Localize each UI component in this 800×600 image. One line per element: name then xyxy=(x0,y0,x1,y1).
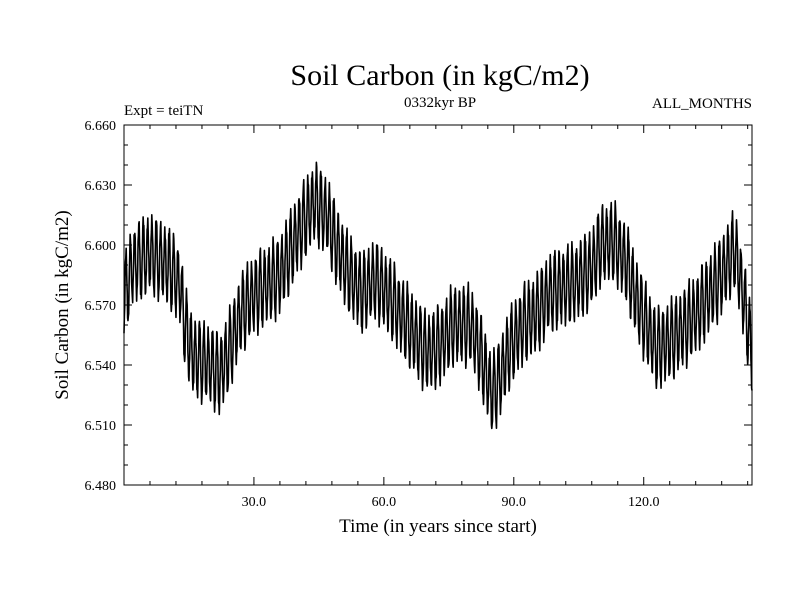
y-tick-label: 6.600 xyxy=(85,239,117,254)
series-line-soil-carbon xyxy=(123,161,753,430)
y-tick-labels: 6.480 6.510 6.540 6.570 6.600 6.630 6.660 xyxy=(85,119,117,494)
x-tick-labels: 30.0 60.0 90.0 120.0 xyxy=(242,495,660,510)
plot-area xyxy=(123,124,753,486)
chart-title: Soil Carbon (in kgC/m2) xyxy=(290,59,589,92)
y-tick-label: 6.540 xyxy=(85,359,117,374)
period-label: 0332kyr BP xyxy=(404,95,476,111)
experiment-label: Expt = teiTN xyxy=(124,103,203,119)
x-tick-label: 30.0 xyxy=(242,495,267,510)
x-tick-label: 60.0 xyxy=(372,495,397,510)
x-axis-label: Time (in years since start) xyxy=(339,516,537,537)
x-tick-label: 120.0 xyxy=(628,495,660,510)
plot-frame xyxy=(123,124,753,486)
y-tick-label: 6.510 xyxy=(85,419,117,434)
x-tick-label: 90.0 xyxy=(502,495,527,510)
months-label: ALL_MONTHS xyxy=(652,96,752,112)
series-layer xyxy=(123,161,753,430)
y-tick-label: 6.660 xyxy=(85,119,117,134)
y-tick-label: 6.480 xyxy=(85,479,117,494)
y-tick-label: 6.570 xyxy=(85,299,117,314)
y-axis-label: Soil Carbon (in kgC/m2) xyxy=(52,210,73,399)
y-tick-label: 6.630 xyxy=(85,179,117,194)
